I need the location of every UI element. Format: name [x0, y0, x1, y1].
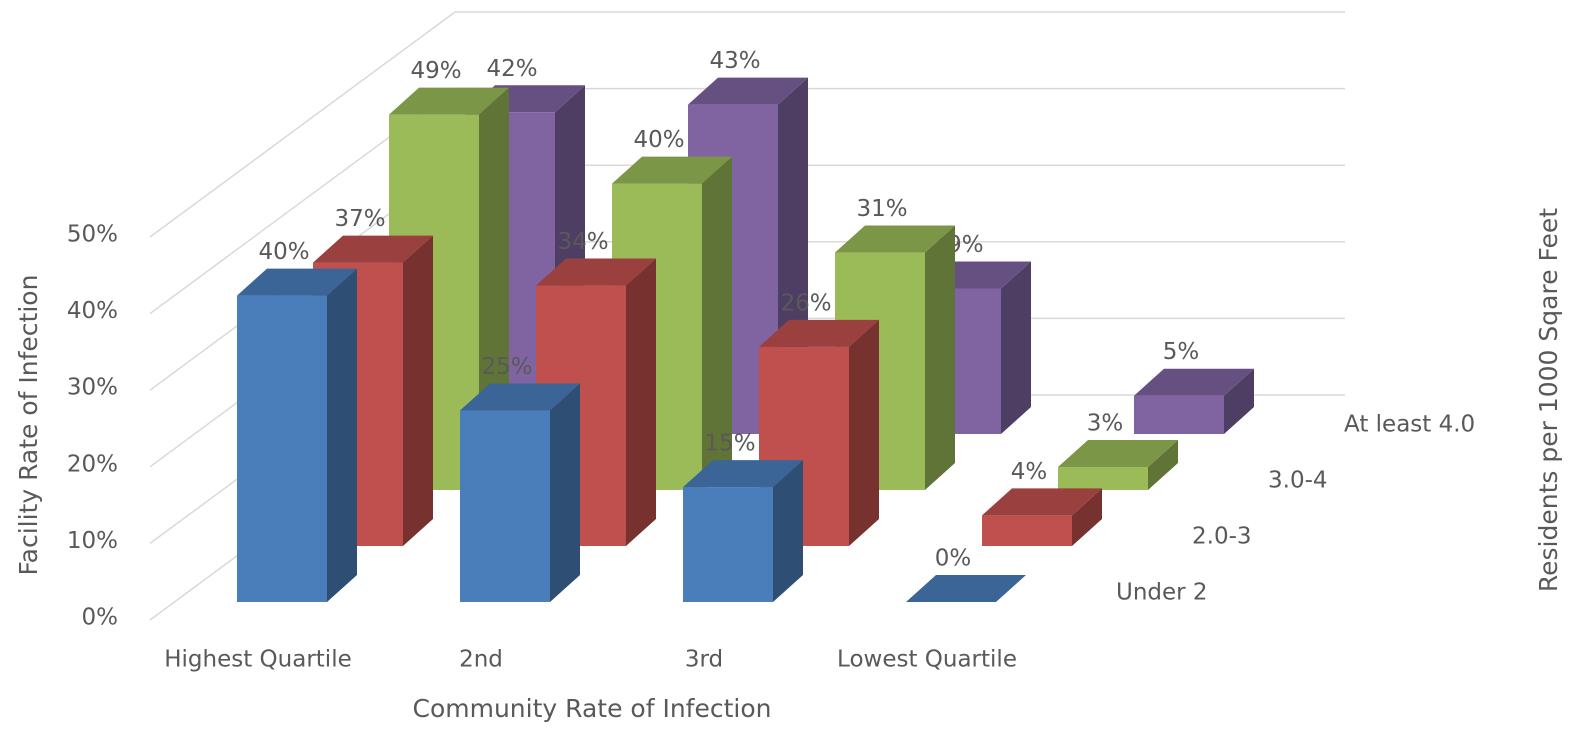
x-tick-label: Lowest Quartile — [837, 647, 1017, 673]
data-label: 42% — [486, 56, 537, 82]
y-tick-label: 50% — [67, 222, 118, 248]
x-tick-label: Highest Quartile — [164, 647, 352, 673]
bar-side — [1148, 440, 1178, 490]
legend-label: Under 2 — [1116, 580, 1208, 606]
bar-side — [327, 268, 357, 602]
legend-label: 2.0-3 — [1192, 524, 1252, 550]
data-label: 40% — [258, 239, 309, 265]
data-label: 34% — [557, 229, 608, 255]
bar-side — [1001, 261, 1031, 434]
data-label: 3% — [1087, 411, 1124, 437]
bar — [1134, 395, 1224, 434]
bar-top — [982, 488, 1102, 516]
data-label: 43% — [709, 48, 760, 74]
bar-side — [403, 235, 433, 546]
data-label: 15% — [704, 431, 755, 457]
bar-top — [612, 156, 732, 184]
bar-side — [849, 319, 879, 546]
bar-top — [835, 225, 955, 253]
data-label: 26% — [780, 290, 831, 316]
data-label: 5% — [1163, 339, 1200, 365]
bar-top — [759, 319, 879, 347]
bar-side — [626, 258, 656, 546]
y-axis-title: Facility Rate of Infection — [14, 275, 43, 576]
bar-side — [1224, 368, 1254, 434]
x-tick-label: 3rd — [685, 647, 723, 673]
data-label: 40% — [633, 127, 684, 153]
bar — [460, 410, 550, 602]
data-label: 49% — [410, 58, 461, 84]
bar-top — [1058, 440, 1178, 468]
bar-top — [906, 575, 1026, 602]
bar-top — [1134, 368, 1254, 396]
z-axis-title: Residents per 1000 Sqare Feet — [1534, 208, 1563, 592]
bar — [237, 295, 327, 602]
legend-label: 3.0-4 — [1268, 468, 1328, 494]
bar-top — [688, 77, 808, 105]
bar — [1058, 467, 1148, 490]
bar — [982, 515, 1072, 546]
bar-top — [389, 87, 509, 115]
legend-label: At least 4.0 — [1344, 412, 1475, 438]
data-label: 31% — [856, 196, 907, 222]
bar-top — [536, 258, 656, 286]
x-axis-title: Community Rate of Infection — [413, 694, 772, 723]
bar-side — [550, 383, 580, 602]
data-label: 25% — [481, 354, 532, 380]
grid-line — [149, 11, 456, 238]
y-tick-label: 20% — [67, 451, 118, 477]
bar — [683, 487, 773, 602]
bar-side — [773, 460, 803, 602]
bar-top — [313, 235, 433, 263]
y-tick-label: 30% — [67, 375, 118, 401]
bar-side — [1072, 488, 1102, 546]
y-tick-label: 40% — [67, 298, 118, 324]
data-label: 0% — [935, 546, 972, 572]
y-tick-label: 10% — [67, 528, 118, 554]
bar-side — [702, 156, 732, 490]
data-label: 4% — [1011, 459, 1048, 485]
bar-top — [683, 460, 803, 488]
data-label: 37% — [334, 206, 385, 232]
bar-top — [460, 383, 580, 411]
y-tick-label: 0% — [82, 605, 119, 631]
bar-side — [925, 225, 955, 491]
bar-top — [237, 268, 357, 296]
x-tick-label: 2nd — [459, 647, 503, 673]
